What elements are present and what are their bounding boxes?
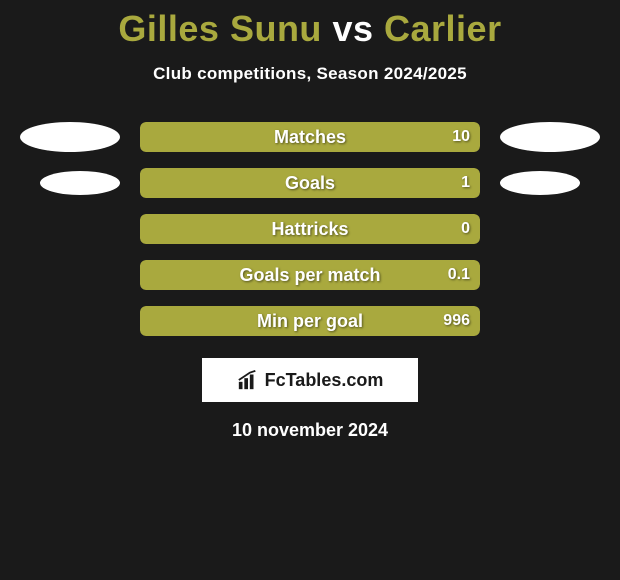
stat-bar: Hattricks0 (140, 214, 480, 244)
player1-name: Gilles Sunu (118, 8, 322, 49)
branding-text: FcTables.com (265, 370, 384, 391)
page-title: Gilles Sunu vs Carlier (0, 8, 620, 50)
player1-marker (20, 122, 120, 152)
stat-row: Goals1 (0, 168, 620, 198)
stat-label: Min per goal (140, 306, 480, 336)
stat-bar: Matches10 (140, 122, 480, 152)
player2-marker (500, 171, 580, 195)
stat-bar: Goals1 (140, 168, 480, 198)
stat-label: Matches (140, 122, 480, 152)
stat-value-right: 0.1 (448, 260, 470, 290)
stats-card: Gilles Sunu vs Carlier Club competitions… (0, 0, 620, 580)
chart-icon (237, 369, 259, 391)
stat-row: Min per goal996 (0, 306, 620, 336)
stat-label: Goals per match (140, 260, 480, 290)
stat-row: Matches10 (0, 122, 620, 152)
stat-row: Hattricks0 (0, 214, 620, 244)
stat-bar: Min per goal996 (140, 306, 480, 336)
player2-name: Carlier (384, 8, 502, 49)
stat-row: Goals per match0.1 (0, 260, 620, 290)
vs-text: vs (332, 8, 373, 49)
stat-bar: Goals per match0.1 (140, 260, 480, 290)
subtitle: Club competitions, Season 2024/2025 (0, 64, 620, 84)
stat-value-right: 0 (461, 214, 470, 244)
stat-value-right: 1 (461, 168, 470, 198)
branding-badge[interactable]: FcTables.com (202, 358, 418, 402)
player1-marker (40, 171, 120, 195)
date-label: 10 november 2024 (0, 420, 620, 441)
stats-list: Matches10Goals1Hattricks0Goals per match… (0, 122, 620, 336)
stat-label: Hattricks (140, 214, 480, 244)
player2-marker (500, 122, 600, 152)
stat-value-right: 10 (452, 122, 470, 152)
stat-label: Goals (140, 168, 480, 198)
stat-value-right: 996 (443, 306, 470, 336)
